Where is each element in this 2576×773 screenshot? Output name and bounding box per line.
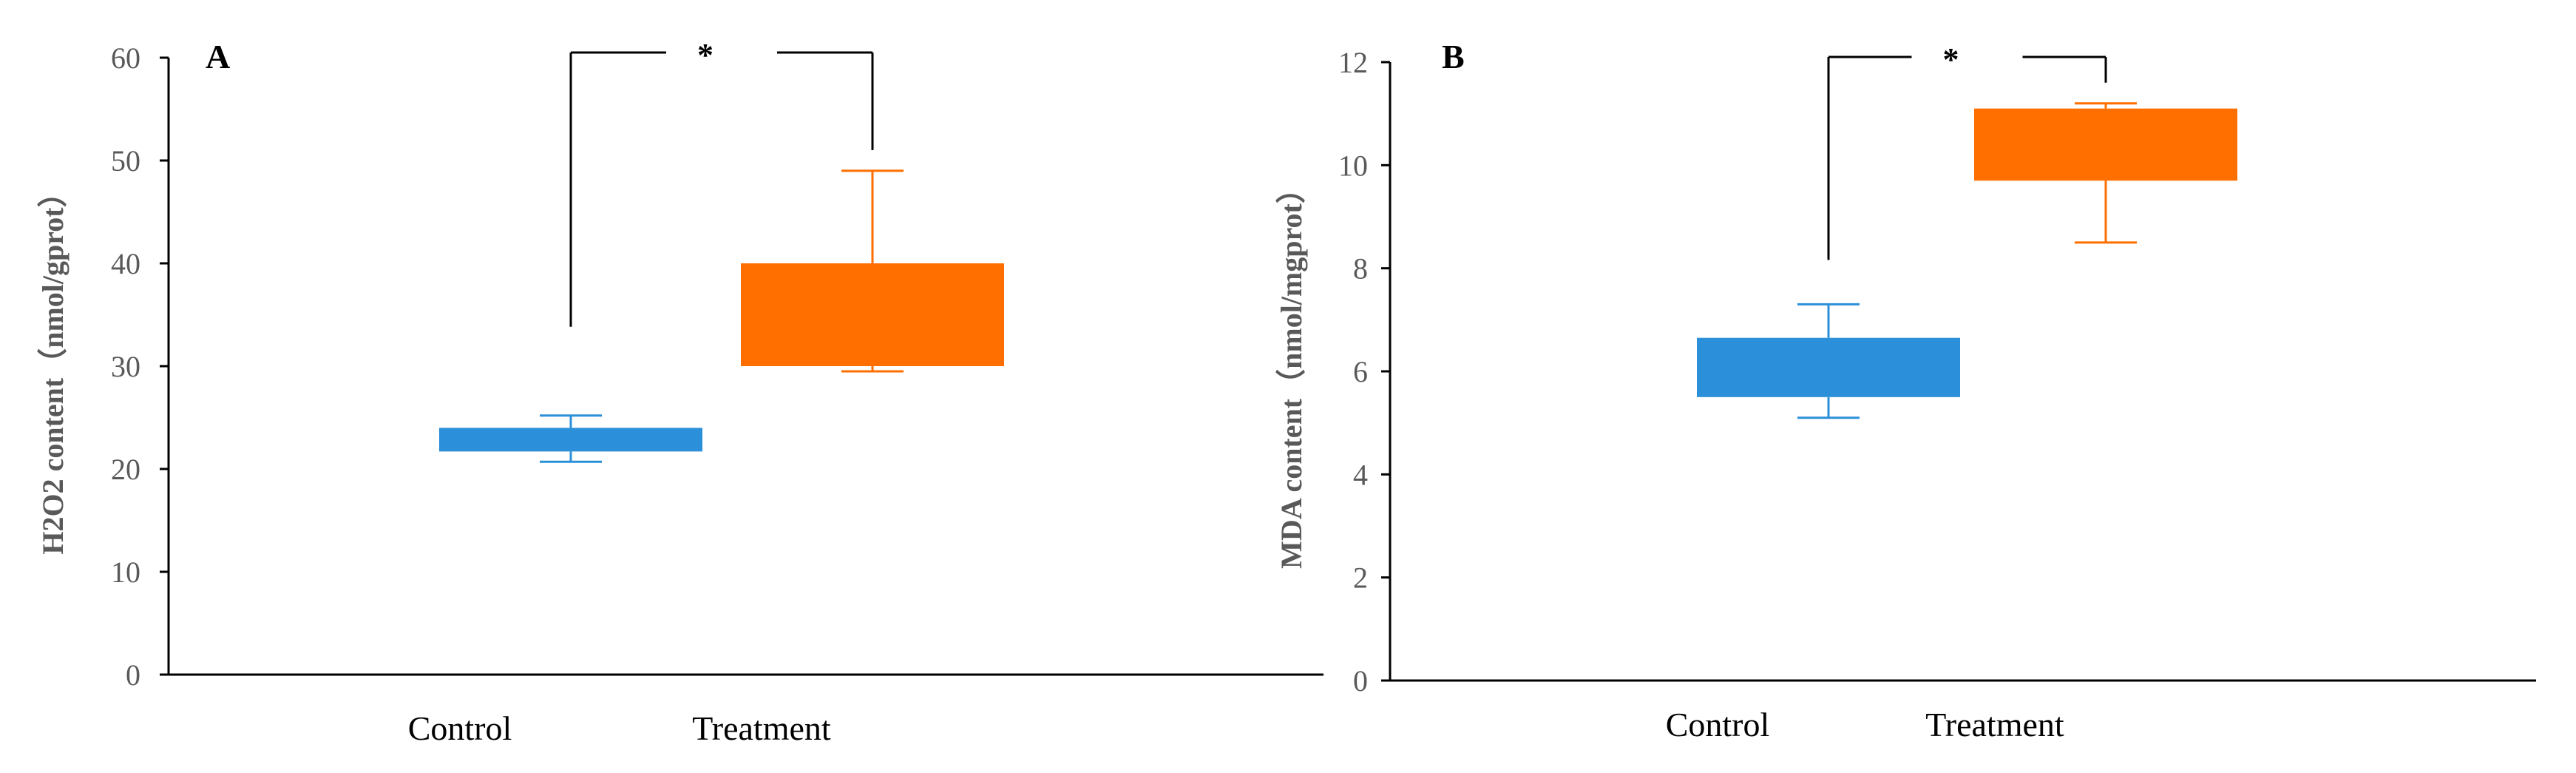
- y-tick-label: 12: [1338, 46, 1368, 79]
- panel-b: 0 2 4 6 8 10 12 MDA content（nmol/mgprot） B Contro…: [1275, 38, 2536, 743]
- iqr-box: [1697, 337, 1960, 397]
- y-tick-label: 2: [1353, 561, 1368, 595]
- category-label: Control: [1666, 706, 1770, 743]
- y-tick-label: 60: [111, 41, 140, 75]
- category-label: Treatment: [692, 709, 831, 747]
- y-tick-label: 10: [1338, 149, 1368, 182]
- y-tick-label: 40: [111, 247, 140, 280]
- panel-label: B: [1442, 38, 1465, 75]
- y-axis-title: H2O2 content（nmol/gprot）: [36, 178, 70, 554]
- y-tick-label: 6: [1353, 355, 1368, 388]
- panel-label: A: [206, 38, 230, 75]
- y-tick-label: 50: [111, 144, 140, 178]
- box-control: [439, 414, 702, 463]
- y-tick-label: 20: [111, 453, 140, 486]
- y-tick-label: 0: [1353, 664, 1368, 698]
- y-tick-label: 30: [111, 350, 140, 383]
- category-label: Treatment: [1925, 706, 2064, 743]
- significance-bracket: *: [569, 37, 874, 327]
- panel-a: 0 10 20 30 40 50 60 H2O2 content（nmol/gprot） A Co…: [36, 37, 1323, 747]
- significance-label: *: [697, 37, 714, 73]
- category-label: Control: [408, 709, 512, 747]
- y-tick-label: 10: [111, 556, 140, 589]
- significance-label: *: [1943, 41, 1959, 78]
- iqr-box: [1974, 108, 2237, 181]
- box-treatment: [741, 169, 1004, 373]
- box-control: [1697, 303, 1960, 419]
- iqr-box: [741, 263, 1004, 366]
- iqr-box: [439, 428, 702, 452]
- box-treatment: [1974, 102, 2237, 244]
- significance-bracket: *: [1827, 41, 2107, 260]
- y-tick-label: 0: [126, 658, 140, 692]
- y-axis-title: MDA content（nmol/mgprot）: [1275, 174, 1308, 569]
- y-tick-label: 4: [1353, 458, 1368, 491]
- y-tick-label: 8: [1353, 252, 1368, 286]
